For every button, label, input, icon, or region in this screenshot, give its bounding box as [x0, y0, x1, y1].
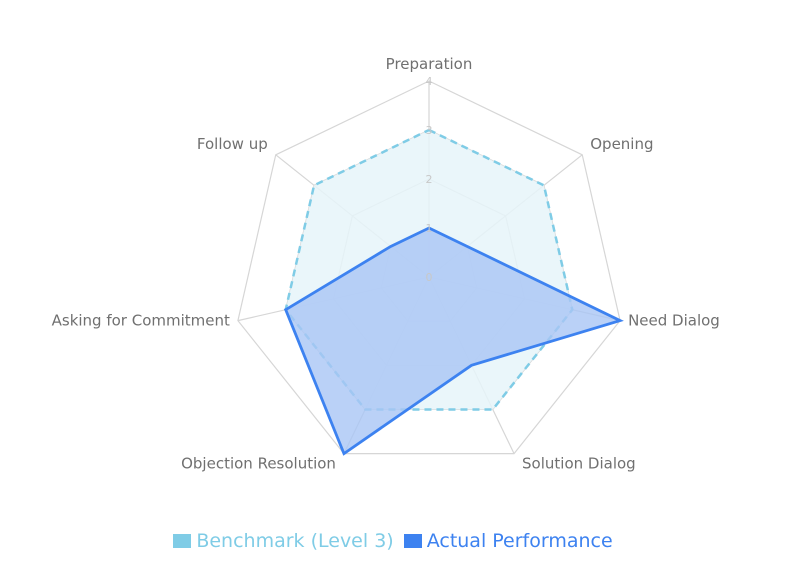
legend-label-actual: Actual Performance: [426, 530, 613, 552]
legend-swatch-benchmark: [173, 534, 192, 548]
legend-swatch-actual: [403, 534, 422, 548]
axis-label-preparation: Preparation: [386, 55, 473, 73]
axis-label-objection-resolution: Objection Resolution: [181, 455, 336, 473]
axis-labels: Preparation Opening Need Dialog Solution Di…: [52, 55, 720, 473]
tick-label-4: 4: [426, 75, 433, 88]
axis-label-need-dialog: Need Dialog: [628, 312, 720, 330]
axis-label-asking-for-commitment: Asking for Commitment: [52, 312, 230, 330]
radar-series: [283, 128, 624, 456]
axis-label-opening: Opening: [590, 135, 653, 153]
tick-label-2: 2: [426, 173, 433, 186]
tick-label-0: 0: [426, 271, 433, 284]
tick-label-3: 3: [426, 124, 433, 137]
tick-label-1: 1: [426, 222, 433, 235]
legend-item-actual[interactable]: Actual Performance: [403, 530, 613, 552]
radar-chart: 0 1 2 3 4 Preparation Opening Need Dialog Solut…: [52, 55, 720, 473]
chart-legend: Benchmark (Level 3) Actual Performance: [0, 530, 786, 552]
axis-label-solution-dialog: Solution Dialog: [522, 455, 636, 473]
axis-label-follow-up: Follow up: [197, 135, 268, 153]
legend-label-benchmark: Benchmark (Level 3): [196, 530, 394, 552]
legend-item-benchmark[interactable]: Benchmark (Level 3): [173, 530, 394, 552]
grid-ring-4: [237, 80, 621, 455]
series-area-2: [283, 226, 624, 456]
radial-tick-labels: 0 1 2 3 4: [426, 75, 433, 284]
